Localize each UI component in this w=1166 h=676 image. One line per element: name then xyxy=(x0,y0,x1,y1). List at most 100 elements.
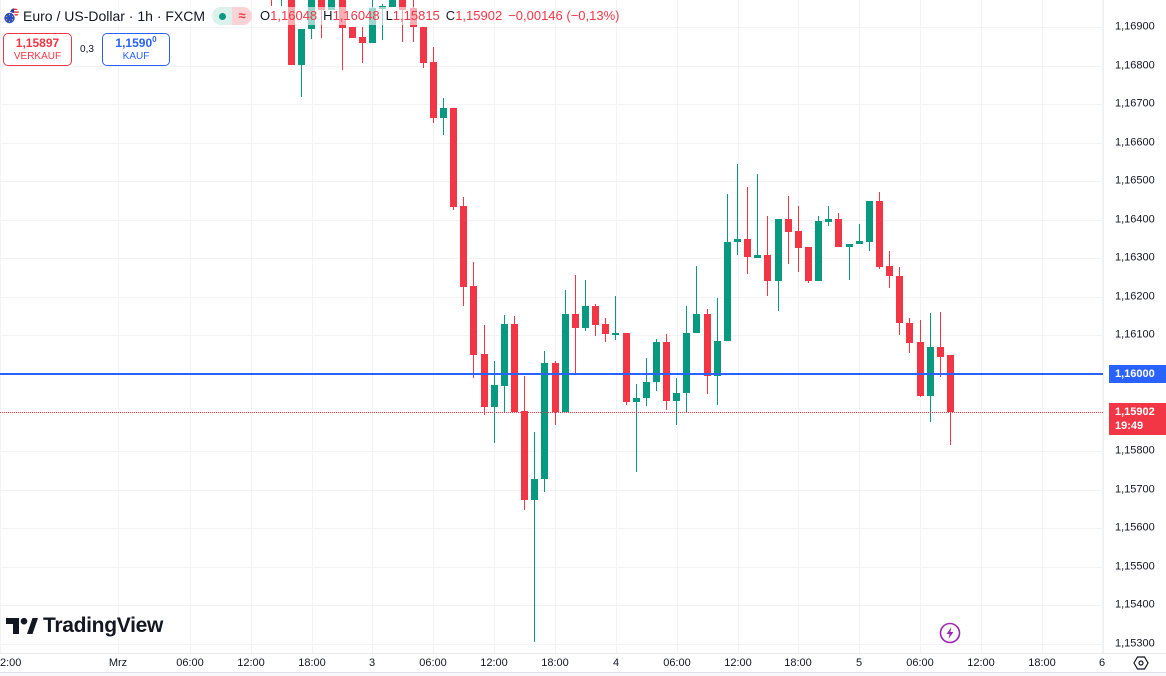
sell-label: VERKAUF xyxy=(13,50,62,62)
price-axis-label: 1,15800 xyxy=(1115,444,1155,457)
candle-body-up xyxy=(714,341,721,376)
grid-line-horizontal xyxy=(0,258,1103,259)
time-axis-label: 18:00 xyxy=(1028,657,1056,669)
grid-line-horizontal xyxy=(0,27,1103,28)
price-axis-label: 1,16100 xyxy=(1115,328,1155,341)
candle-body-down xyxy=(552,363,559,412)
close-label: C xyxy=(445,8,456,23)
candle-body-down xyxy=(663,342,670,401)
time-axis-label: Mrz xyxy=(108,657,128,669)
price-axis-label: 1,16500 xyxy=(1115,174,1155,187)
candle-body-up xyxy=(298,29,305,65)
candle-body-down xyxy=(288,0,295,65)
candle-body-up xyxy=(531,479,538,500)
candle-body-up xyxy=(927,347,934,396)
candle-body-up xyxy=(633,398,640,402)
time-axis[interactable]: 2:00 Mrz 06:00 12:00 18:00 3 06:00 12:00 18:00 4 0… xyxy=(0,653,1166,672)
sell-price: 1,15897 xyxy=(15,35,60,50)
time-axis-label: 12:00 xyxy=(480,657,508,669)
grid-line-vertical xyxy=(555,0,556,653)
bottom-border xyxy=(0,672,1166,676)
events-button[interactable] xyxy=(939,622,961,644)
candle-body-up xyxy=(501,324,508,386)
last-price-label: 1,15902 19:49 xyxy=(1109,403,1166,435)
candle-body-up xyxy=(856,241,863,244)
candle-body-down xyxy=(430,62,437,118)
candle-body-up xyxy=(491,385,498,407)
candle-body-down xyxy=(835,219,842,247)
candle-body-down xyxy=(460,206,467,287)
price-axis-label: 1,16700 xyxy=(1115,97,1155,110)
candle-body-up xyxy=(653,342,660,382)
bar-countdown: 19:49 xyxy=(1115,420,1144,432)
buy-price: 1,15900 xyxy=(115,35,156,50)
candle-wick xyxy=(342,0,343,70)
settings-button[interactable] xyxy=(1132,654,1149,671)
open-label: O xyxy=(260,8,271,23)
tradingview-logo[interactable]: TradingView xyxy=(6,614,163,638)
candle-wick xyxy=(271,0,272,6)
time-axis-label: 12:00 xyxy=(967,657,995,669)
grid-line-vertical xyxy=(738,0,739,653)
last-price-line xyxy=(0,412,1109,413)
grid-line-horizontal xyxy=(0,66,1103,67)
symbol-title[interactable]: Euro / US-Dollar · 1h · FXCM xyxy=(23,7,206,25)
grid-line-horizontal xyxy=(0,451,1103,452)
eur-usd-flag-icon xyxy=(3,8,19,24)
lightning-icon xyxy=(939,622,961,644)
high-value: 1,16048 xyxy=(332,8,380,23)
candle-body-up xyxy=(440,108,447,118)
grid-line-vertical xyxy=(312,0,313,653)
candle-body-up xyxy=(541,363,548,479)
candle-body-down xyxy=(470,286,477,355)
settings-hexagon-icon xyxy=(1132,655,1149,670)
market-open-indicator xyxy=(212,7,233,25)
tradingview-logo-text: TradingView xyxy=(43,614,164,637)
candle-body-up xyxy=(369,8,376,43)
candle-wick xyxy=(362,27,363,63)
grid-line-horizontal xyxy=(0,335,1103,336)
candle-body-up xyxy=(562,314,569,412)
trade-buttons: 1,15897 VERKAUF 0,3 1,15900 KAUF xyxy=(3,32,170,66)
high-label: H xyxy=(323,8,333,23)
time-axis-label: 2:00 xyxy=(0,657,22,669)
grid-line-vertical xyxy=(0,0,1,653)
time-axis-label: 5 xyxy=(855,657,863,669)
last-price-value: 1,15902 xyxy=(1115,406,1155,418)
time-axis-label: 18:00 xyxy=(784,657,812,669)
sell-button[interactable]: 1,15897 VERKAUF xyxy=(3,32,72,66)
grid-line-vertical xyxy=(190,0,191,653)
candle-body-up xyxy=(846,244,853,247)
price-axis-label: 1,16300 xyxy=(1115,251,1155,264)
candle-wick xyxy=(828,206,829,226)
chart-pane[interactable] xyxy=(0,0,1103,653)
candle-body-down xyxy=(917,342,924,396)
grid-line-vertical xyxy=(616,0,617,653)
candle-wick xyxy=(615,296,616,340)
candle-body-up xyxy=(643,382,650,398)
candle-body-up xyxy=(582,306,589,328)
candle-body-down xyxy=(623,333,630,402)
candle-wick xyxy=(849,244,850,280)
candle-wick xyxy=(676,378,677,425)
candle-body-up xyxy=(673,393,680,401)
candle-wick xyxy=(534,432,535,642)
grid xyxy=(0,0,1103,653)
grid-line-horizontal xyxy=(0,143,1103,144)
candle-body-down xyxy=(785,219,792,232)
horizontal-line-drawing[interactable] xyxy=(0,373,1109,375)
candle-body-down xyxy=(886,266,893,276)
candle-body-down xyxy=(511,324,518,412)
market-status-pill[interactable]: ≈ xyxy=(212,7,253,25)
candle-body-up xyxy=(389,0,396,7)
candle-body-down xyxy=(602,324,609,334)
candle-body-up xyxy=(754,255,761,258)
price-axis[interactable]: 1,16900 1,16800 1,16700 1,16600 1,16500 1,164… xyxy=(1103,0,1166,653)
buy-button[interactable]: 1,15900 KAUF xyxy=(102,32,170,66)
grid-line-horizontal xyxy=(0,605,1103,606)
grid-line-vertical xyxy=(981,0,982,653)
grid-line-vertical xyxy=(677,0,678,653)
candle-body-up xyxy=(825,219,832,222)
price-axis-label: 1,15700 xyxy=(1115,483,1155,496)
